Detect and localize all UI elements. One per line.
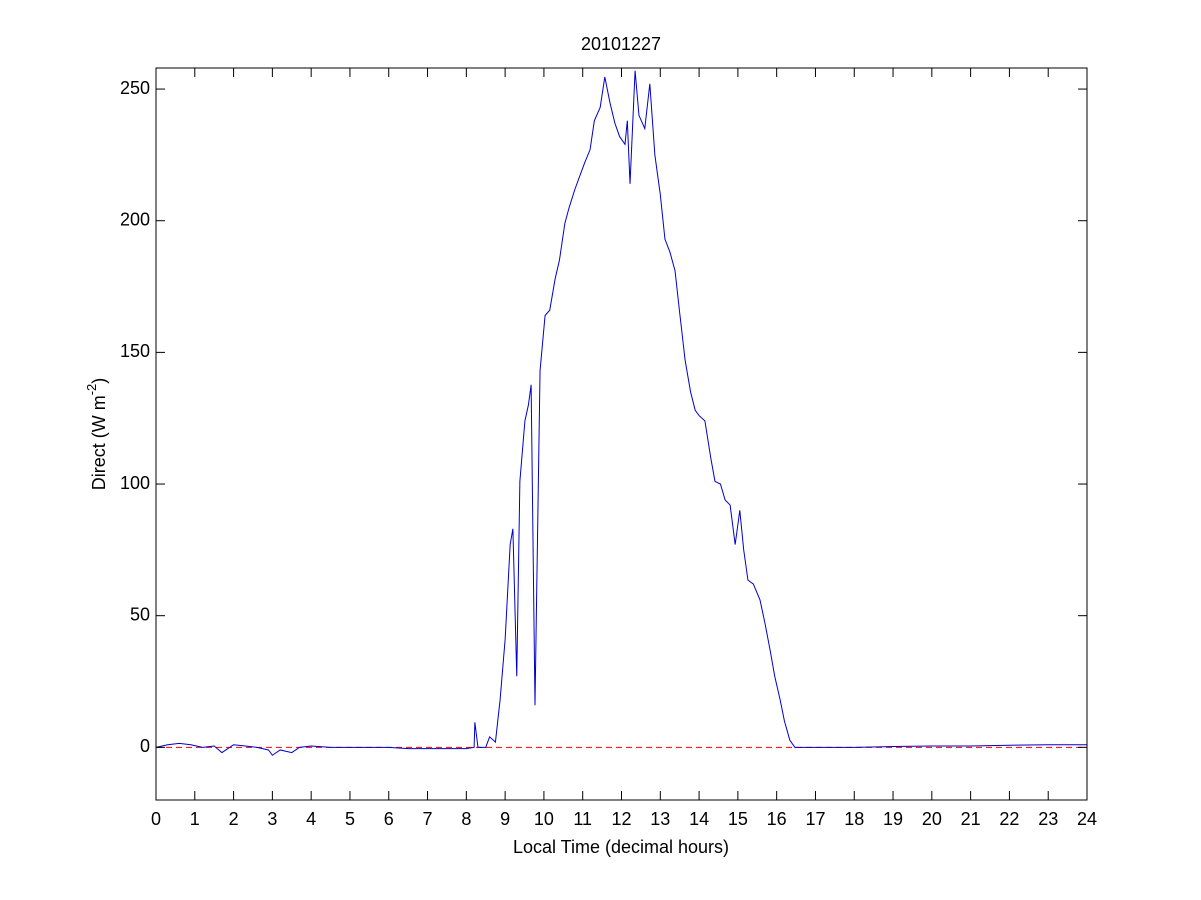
x-tick-label: 6 [384,809,394,829]
x-tick-label: 23 [1038,809,1058,829]
y-tick-label: 100 [120,473,150,493]
x-tick-label: 16 [767,809,787,829]
x-tick-label: 3 [267,809,277,829]
y-tick-label: 200 [120,209,150,229]
x-tick-label: 10 [534,809,554,829]
x-tick-label: 20 [922,809,942,829]
x-tick-label: 2 [229,809,239,829]
x-tick-label: 19 [883,809,903,829]
x-tick-label: 18 [844,809,864,829]
y-tick-label: 250 [120,78,150,98]
y-label-text: Direct (W m [89,395,109,490]
y-tick-label: 0 [140,736,150,756]
y-axis-label: Direct (W m-2) [84,378,108,491]
x-tick-label: 9 [500,809,510,829]
x-tick-label: 17 [805,809,825,829]
y-tick-label: 150 [120,341,150,361]
x-tick-label: 14 [689,809,709,829]
y-label-superscript: -2 [84,384,99,396]
y-tick-label: 50 [130,604,150,624]
data-line [155,70,1087,756]
x-tick-label: 22 [999,809,1019,829]
x-tick-label: 0 [151,809,161,829]
x-tick-label: 8 [461,809,471,829]
x-tick-label: 4 [306,809,316,829]
x-tick-label: 5 [345,809,355,829]
x-tick-label: 24 [1077,809,1097,829]
x-tick-label: 12 [611,809,631,829]
x-tick-label: 13 [650,809,670,829]
x-tick-label: 21 [961,809,981,829]
y-label-suffix: ) [89,378,109,384]
x-tick-label: 15 [728,809,748,829]
x-tick-label: 11 [573,809,592,829]
x-axis-label: Local Time (decimal hours) [513,837,729,857]
chart-title: 20101227 [581,34,661,54]
x-tick-label: 1 [190,809,200,829]
x-tick-label: 7 [423,809,433,829]
